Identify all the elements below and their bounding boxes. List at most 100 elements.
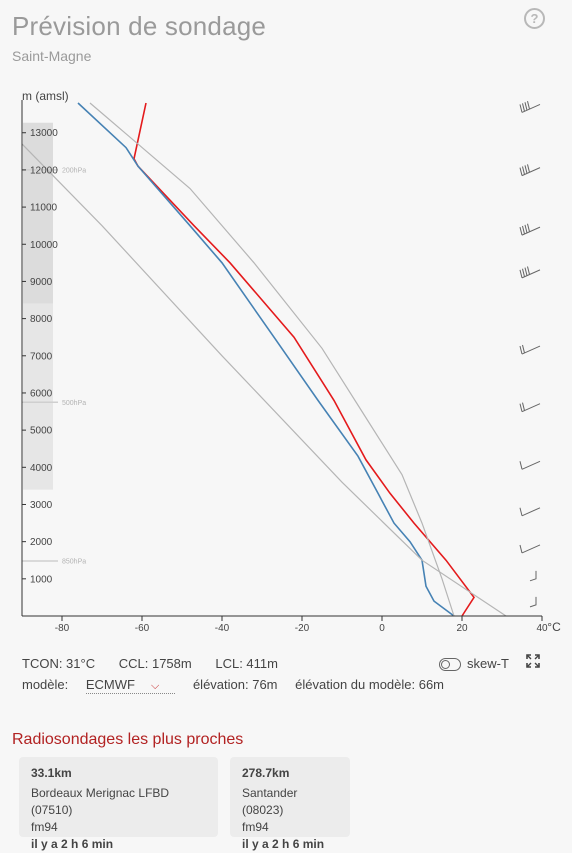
barb-flag [522, 268, 525, 277]
y-tick-label: 8000 [30, 314, 53, 325]
card-model: fm94 [242, 820, 269, 834]
barb-flag [522, 402, 525, 411]
y-tick-label: 12000 [30, 165, 58, 176]
wind-barb-icon [529, 570, 537, 582]
barb-flag [519, 403, 523, 412]
wind-barb-icon [519, 402, 541, 413]
elevation-value: élévation: 76m [192, 677, 278, 692]
card-time: il y a 2 h 6 min [31, 837, 114, 851]
y-tick-label: 7000 [30, 351, 53, 362]
x-tick-label: 40 [536, 623, 548, 634]
model-elevation-value: élévation du modèle: 66m [295, 677, 445, 692]
barb-flag [524, 165, 528, 174]
barb-flag [519, 345, 523, 355]
pressure-level-label: 500hPa [62, 400, 86, 407]
profile-line [77, 102, 455, 617]
y-tick-label: 2000 [30, 537, 53, 548]
sounding-chart: 850hPa 500hPa 200hPa m (amsl) 1000 2000 3000 4… [21, 89, 561, 634]
wind-barb-icon [519, 460, 541, 470]
mid-band [23, 303, 53, 490]
barb-flag [527, 101, 530, 110]
barb-staff [521, 167, 541, 177]
profile-line [21, 143, 507, 617]
skew-t-label: skew-T [467, 656, 509, 671]
wind-barb-icon [529, 596, 537, 608]
ccl-value: CCL: 1758m [118, 656, 192, 671]
x-tick-label: -60 [135, 623, 150, 634]
y-tick-label: 4000 [30, 463, 53, 474]
stats-row-2: modèle: ECMWF ⌵ élévation: 76m élévation … [22, 677, 458, 694]
barb-flag [519, 461, 523, 470]
wind-barb-icon [519, 266, 541, 279]
stats-row-1: TCON: 31°C CCL: 1758m LCL: 411m [22, 656, 298, 671]
barb-flag [522, 225, 525, 235]
wind-barb-icon [519, 223, 541, 236]
model-label: modèle: [22, 677, 69, 692]
wind-barb-icon [519, 164, 541, 177]
barb-staff [521, 403, 541, 413]
barb-staff [529, 596, 537, 608]
card-time: il y a 2 h 6 min [242, 837, 325, 851]
card-station: Santander (08023) [242, 786, 298, 817]
barb-staff [521, 269, 541, 279]
lcl-value: LCL: 411m [215, 656, 278, 671]
barb-flag [524, 224, 528, 234]
profile-line [89, 102, 455, 617]
barb-flag [519, 104, 523, 113]
wind-barb-icon [519, 344, 541, 355]
help-icon[interactable]: ? [524, 8, 545, 29]
card-distance: 278.7km [242, 766, 290, 780]
y-tick-label: 9000 [30, 277, 53, 288]
barb-flag [519, 167, 523, 176]
y-tick-label: 13000 [30, 128, 58, 139]
x-tick-label: -80 [55, 623, 70, 634]
sounding-card[interactable]: 278.7km Santander (08023) fm94 il y a 2 … [230, 757, 350, 851]
barb-staff [521, 103, 541, 113]
model-select-value: ECMWF [85, 677, 135, 692]
barb-flag [527, 223, 530, 232]
barb-flag [519, 544, 523, 554]
card-model: fm94 [31, 820, 58, 834]
x-axis-label: °C [547, 620, 561, 634]
barb-flag [519, 507, 523, 516]
barb-staff [521, 345, 541, 355]
page-title: Prévision de sondage [12, 11, 267, 41]
pressure-level-label: 200hPa [62, 167, 86, 174]
barb-flag [524, 102, 528, 111]
x-tick-label: 20 [456, 623, 468, 634]
barb-flag [522, 103, 525, 112]
y-tick-label: 11000 [30, 203, 58, 214]
barb-staff [521, 226, 541, 236]
barb-flag [527, 164, 530, 173]
barb-staff [521, 507, 541, 517]
y-tick-label: 10000 [30, 240, 58, 251]
profile-line [133, 102, 475, 617]
barb-flag [524, 267, 528, 276]
y-tick-label: 5000 [30, 426, 53, 437]
wind-barb-icon [519, 507, 541, 517]
location-name: Saint-Magne [12, 48, 92, 64]
wind-barb-icon [519, 544, 541, 554]
barb-flag [522, 166, 525, 175]
barb-flag [519, 269, 523, 278]
skew-t-toggle[interactable]: skew-T [439, 656, 509, 672]
barb-flag [519, 226, 523, 236]
tcon-value: TCON: 31°C [22, 656, 96, 671]
barb-flag [527, 266, 530, 275]
y-tick-label: 3000 [30, 500, 53, 511]
y-tick-label: 1000 [30, 574, 53, 585]
toggle-switch-icon [439, 658, 461, 672]
card-station: Bordeaux Merignac LFBD (07510) [31, 786, 170, 817]
chevron-down-icon: ⌵ [150, 680, 160, 692]
y-axis-label: m (amsl) [22, 89, 69, 103]
fullscreen-icon[interactable] [526, 654, 540, 668]
sounding-card[interactable]: 33.1km Bordeaux Merignac LFBD (07510) fm… [19, 757, 218, 851]
card-distance: 33.1km [31, 766, 72, 780]
nearby-soundings-title: Radiosondages les plus proches [12, 731, 244, 748]
upper-band [23, 122, 53, 304]
barb-staff [529, 570, 537, 582]
x-tick-label: -40 [215, 623, 230, 634]
barb-staff [521, 544, 541, 554]
x-tick-label: -20 [295, 623, 310, 634]
model-select[interactable]: ECMWF ⌵ [85, 677, 176, 694]
